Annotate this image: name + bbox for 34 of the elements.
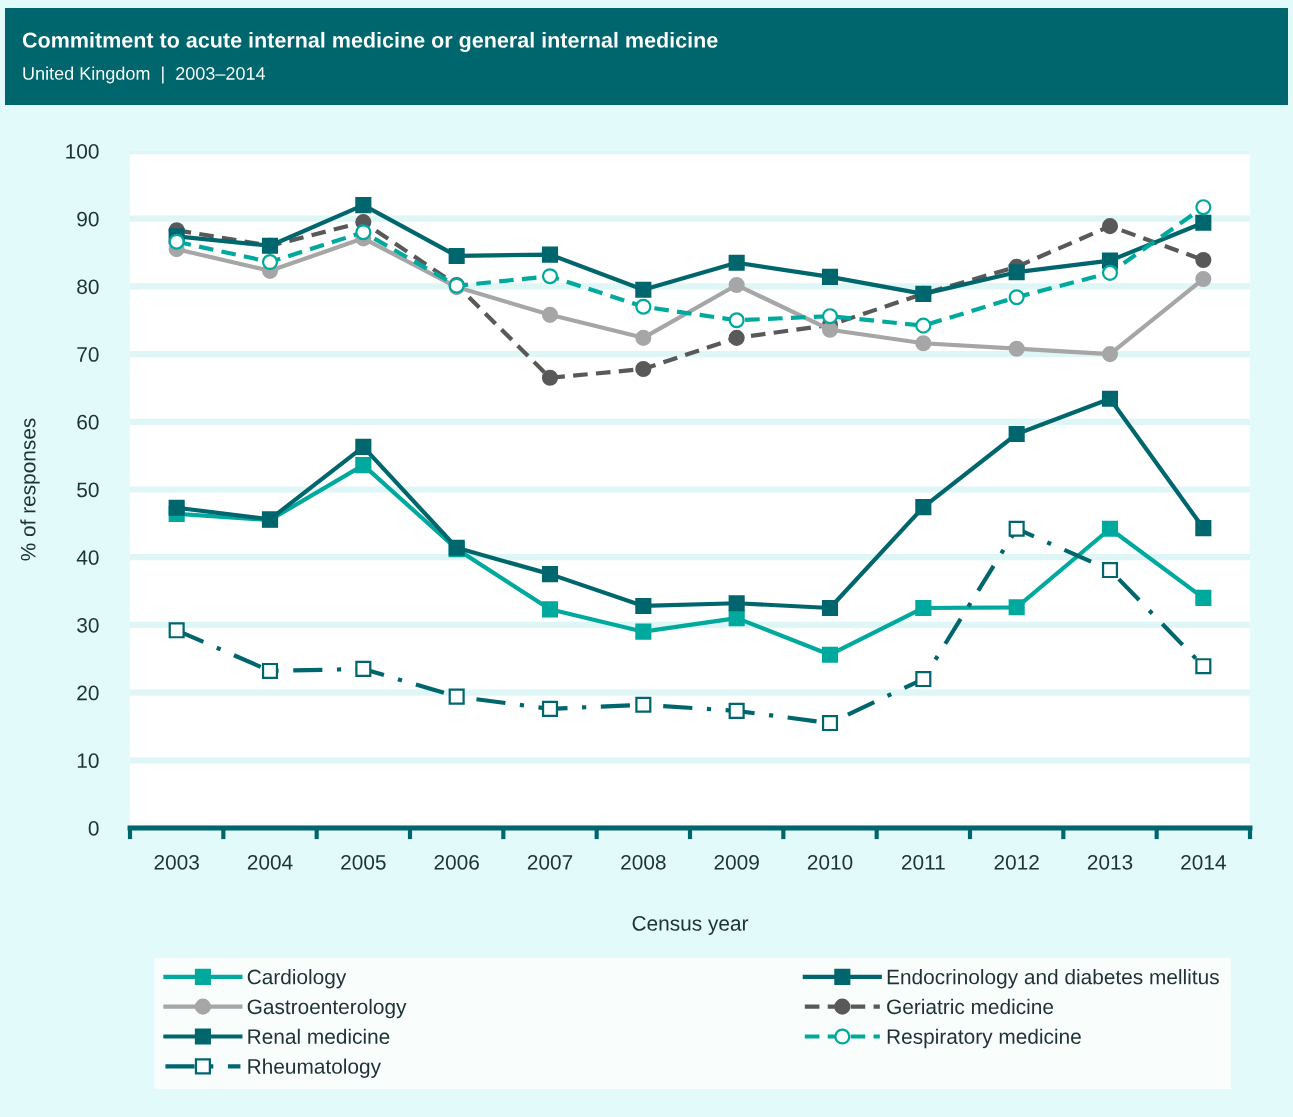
x-tick-label: 2003 xyxy=(154,854,199,870)
y-tick-label: 50 xyxy=(77,482,99,498)
y-tick-label: 30 xyxy=(77,617,99,633)
y-tick-label: 0 xyxy=(88,821,99,836)
y-tick-label: 100 xyxy=(66,144,99,159)
x-tick-label: 2004 xyxy=(247,854,293,870)
x-tick-label: 2012 xyxy=(994,854,1039,870)
y-tick-label: 70 xyxy=(77,347,99,362)
legend-label: Rheumatology xyxy=(248,1058,381,1078)
x-tick-label: 2006 xyxy=(434,854,479,870)
legend-label: Cardiology xyxy=(247,969,347,989)
legend-label: Endocrinology and diabetes mellitus xyxy=(887,969,1219,989)
chart-title: Commitment to acute internal medicine or general internal medicine xyxy=(22,31,718,53)
x-tick-label: 2010 xyxy=(807,854,853,870)
x-tick-label: 2007 xyxy=(527,854,573,870)
x-tick-label: 2008 xyxy=(621,854,666,870)
x-tick-label: 2005 xyxy=(341,854,386,870)
legend-label: Respiratory medicine xyxy=(887,1028,1081,1049)
legend-label: Geriatric medicine xyxy=(887,998,1054,1015)
chart-subtitle: United Kingdom | 2003–2014 xyxy=(23,66,266,84)
y-axis-title: % of responses xyxy=(20,418,40,561)
y-tick-label: 80 xyxy=(77,279,99,295)
x-axis-title: Census year xyxy=(632,916,749,935)
y-tick-label: 60 xyxy=(77,414,99,430)
x-tick-label: 2011 xyxy=(901,854,945,870)
y-tick-label: 20 xyxy=(77,685,99,701)
legend-label: Renal medicine xyxy=(248,1028,390,1045)
x-tick-label: 2014 xyxy=(1181,854,1226,870)
y-tick-label: 10 xyxy=(77,753,99,769)
x-tick-label: 2013 xyxy=(1087,854,1133,870)
y-tick-label: 90 xyxy=(77,211,99,227)
x-tick-label: 2009 xyxy=(714,854,759,870)
legend-label: Gastroenterology xyxy=(247,998,407,1019)
y-tick-label: 40 xyxy=(76,550,99,565)
